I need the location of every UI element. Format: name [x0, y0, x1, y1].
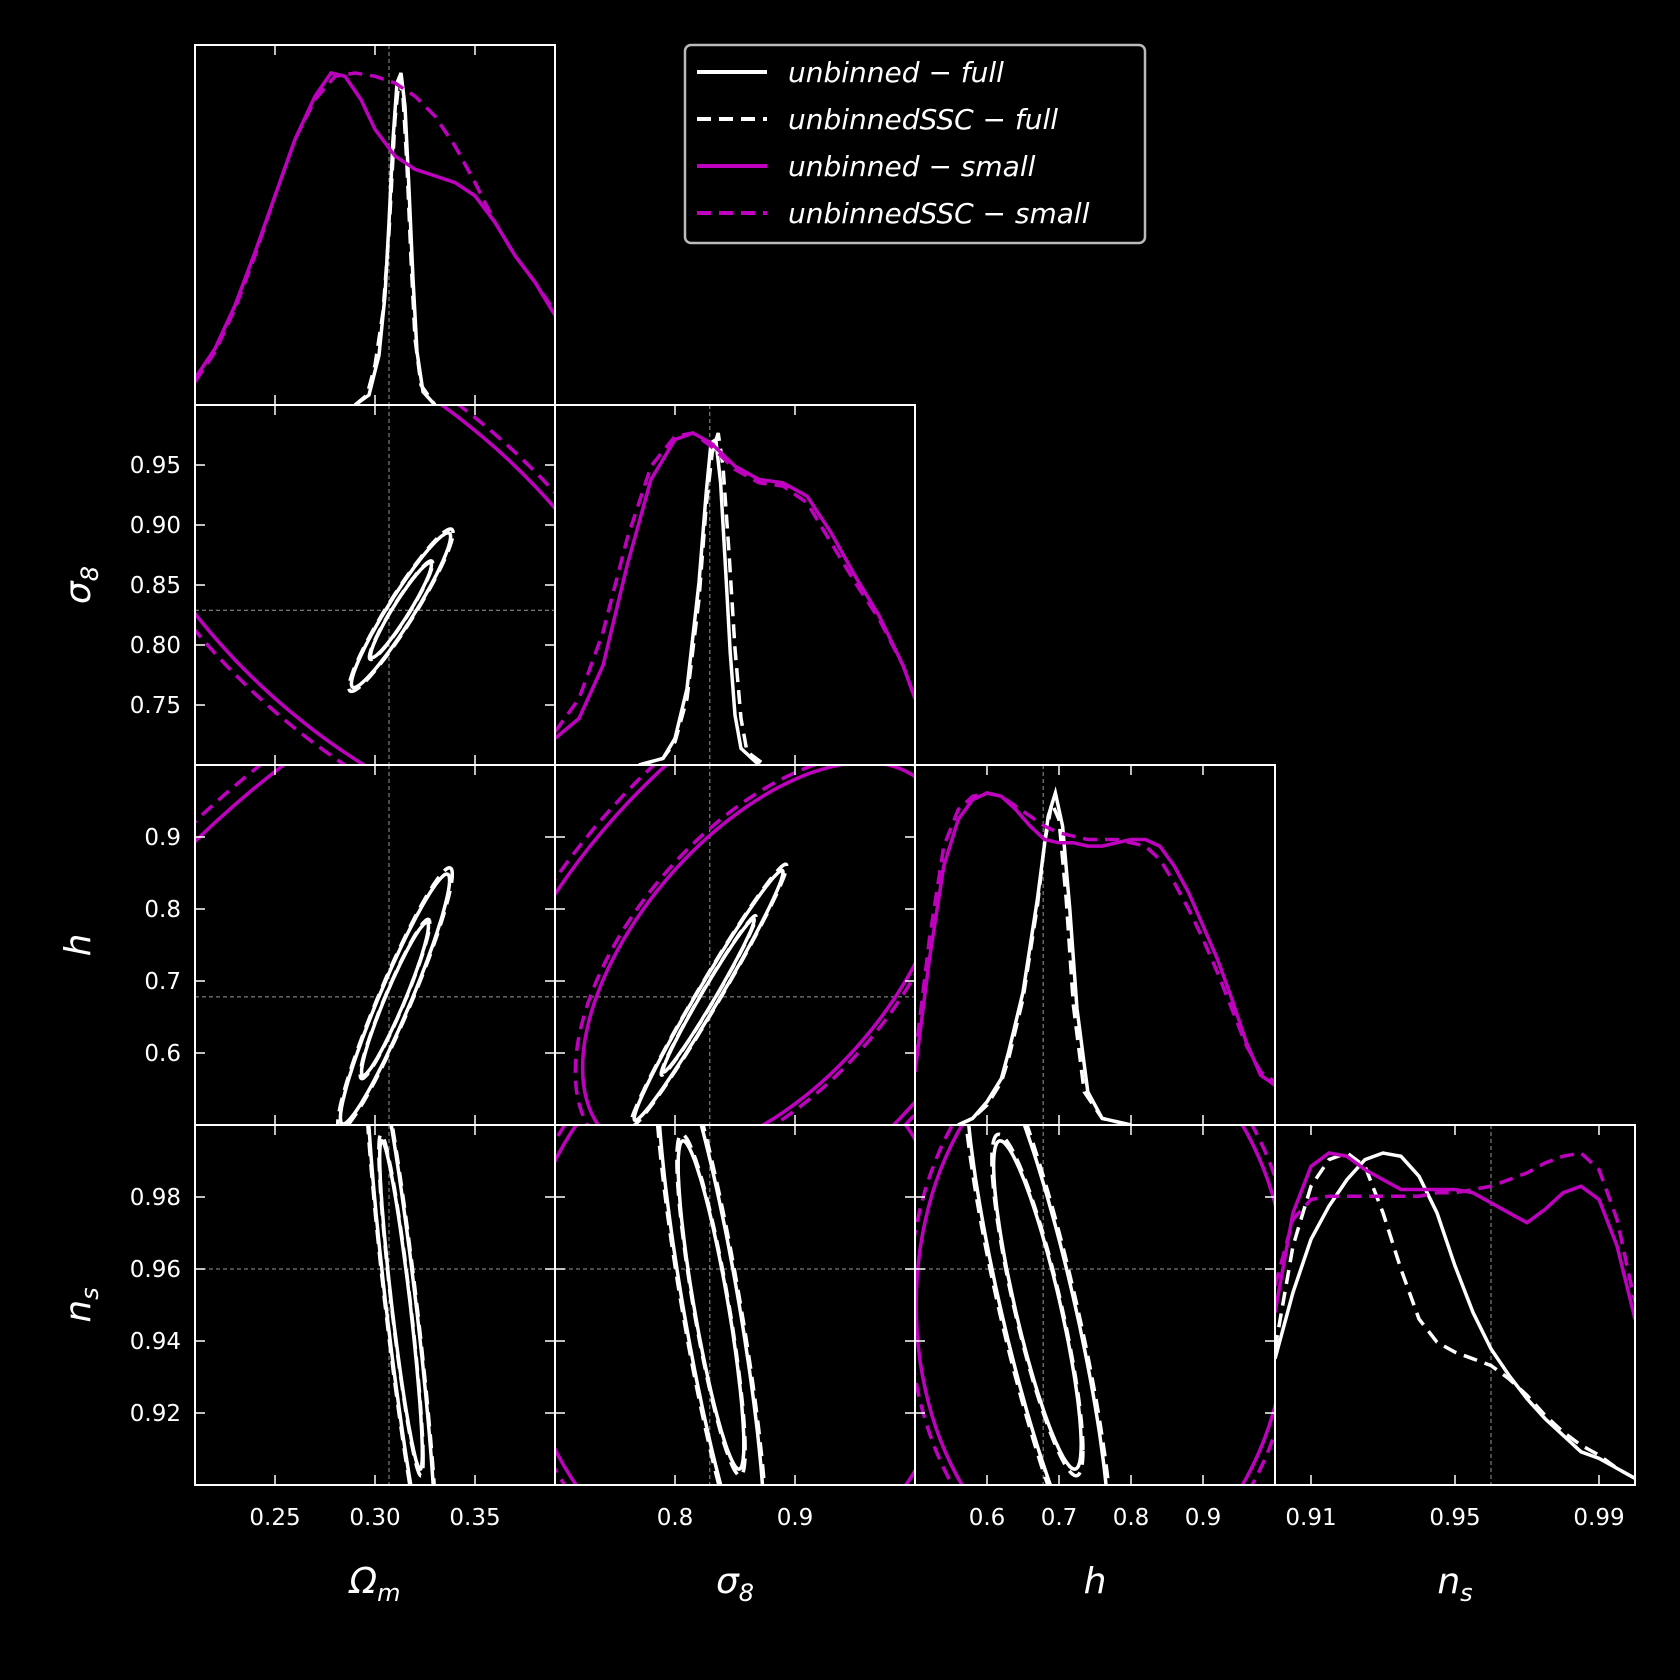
legend-entry-label: unbinnedSSC − small [788, 197, 1090, 230]
contour-series-1 [358, 917, 432, 1081]
marginal-curve-series-1 [957, 797, 1132, 1125]
legend-entry-label: unbinned − small [788, 150, 1036, 183]
contour-series-1 [655, 1125, 767, 1485]
panel-frame [1274, 1124, 1636, 1486]
x-tick-label: 0.25 [249, 1505, 300, 1531]
panel-content [555, 765, 915, 1125]
legend-entry-label: unbinnedSSC − full [788, 103, 1058, 136]
y-tick-label: 0.96 [130, 1257, 181, 1283]
panel-ns-om [194, 1124, 556, 1486]
y-tick-label: 0.95 [130, 453, 181, 479]
panel-content [195, 405, 555, 765]
x-tick-label: 0.8 [1113, 1505, 1150, 1531]
y-tick-label: 0.7 [144, 969, 181, 995]
panel-content [195, 45, 555, 405]
panel-s8-om [194, 404, 556, 766]
panel-s8-s8 [554, 404, 916, 766]
x-axis-label-om: Ωm [348, 1561, 401, 1607]
legend: unbinned − full unbinnedSSC − full unbinne… [683, 43, 1147, 245]
contour-series-3 [573, 765, 915, 1125]
legend-entry-label: unbinned − full [788, 56, 1004, 89]
x-tick-label: 0.8 [657, 1505, 694, 1531]
legend-frame [683, 43, 1147, 245]
panel-content [555, 405, 915, 765]
x-tick-label: 0.9 [1185, 1505, 1222, 1531]
x-tick-label: 0.6 [969, 1505, 1006, 1531]
x-tick-label: 0.30 [349, 1505, 400, 1531]
panel-content [555, 1125, 915, 1485]
marginal-curve-series-1 [1275, 1151, 1635, 1480]
x-tick-label: 0.7 [1041, 1505, 1078, 1531]
x-tick-label: 0.95 [1429, 1505, 1480, 1531]
panel-ns-ns [1274, 1124, 1636, 1486]
panel-content [915, 765, 1275, 1125]
y-axis-label-h: h [58, 934, 99, 957]
x-tick-label: 0.99 [1573, 1505, 1624, 1531]
y-tick-label: 0.92 [130, 1401, 181, 1427]
marginal-curve-series-2 [915, 791, 1275, 1087]
x-axis-label-h: h [1084, 1561, 1107, 1602]
contour-series-1 [964, 1125, 1111, 1485]
contour-series-1 [366, 1125, 436, 1485]
y-tick-label: 0.75 [130, 693, 181, 719]
contour-series-2 [915, 1125, 1275, 1485]
marginal-curve-series-3 [555, 431, 915, 733]
x-tick-label: 0.35 [449, 1505, 500, 1531]
panel-content [195, 1125, 555, 1485]
contour-series-1 [377, 1132, 425, 1478]
contour-series-0 [349, 531, 453, 690]
marginal-curve-series-2 [555, 431, 915, 740]
x-tick-label: 0.9 [777, 1505, 814, 1531]
panel-ns-h [914, 1124, 1276, 1486]
contour-series-2 [580, 765, 915, 1125]
y-tick-label: 0.80 [130, 633, 181, 659]
contour-series-1 [367, 559, 435, 662]
x-tick-label: 0.91 [1285, 1505, 1336, 1531]
panel-content [1275, 1125, 1635, 1485]
y-tick-label: 0.85 [130, 573, 181, 599]
y-tick-label: 0.9 [144, 825, 181, 851]
marginal-curve-series-3 [1275, 1151, 1635, 1303]
contour-series-1 [659, 913, 758, 1077]
contour-series-0 [966, 1125, 1108, 1485]
contour-series-2 [555, 765, 915, 1125]
y-tick-label: 0.8 [144, 897, 181, 923]
marginal-curve-series-3 [195, 71, 555, 383]
y-tick-label: 0.90 [130, 513, 181, 539]
marginal-curve-series-2 [1275, 1151, 1635, 1320]
y-tick-label: 0.94 [130, 1329, 181, 1355]
panel-ns-s8 [554, 1124, 916, 1486]
panel-content [195, 765, 555, 1125]
contour-series-1 [335, 866, 455, 1125]
contour-series-2 [195, 405, 555, 765]
panels [194, 44, 1636, 1486]
marginal-curve-series-3 [915, 791, 1275, 1084]
contour-series-0 [367, 1125, 435, 1485]
marginal-curve-series-1 [353, 79, 437, 405]
y-tick-label: 0.98 [130, 1185, 181, 1211]
marginal-curve-series-1 [638, 432, 767, 765]
contour-series-1 [675, 1132, 747, 1478]
y-tick-label: 0.6 [144, 1041, 181, 1067]
marginal-curve-series-2 [195, 71, 555, 380]
panel-content [915, 1125, 1275, 1485]
contour-series-1 [990, 1132, 1085, 1478]
contour-series-3 [195, 405, 555, 765]
